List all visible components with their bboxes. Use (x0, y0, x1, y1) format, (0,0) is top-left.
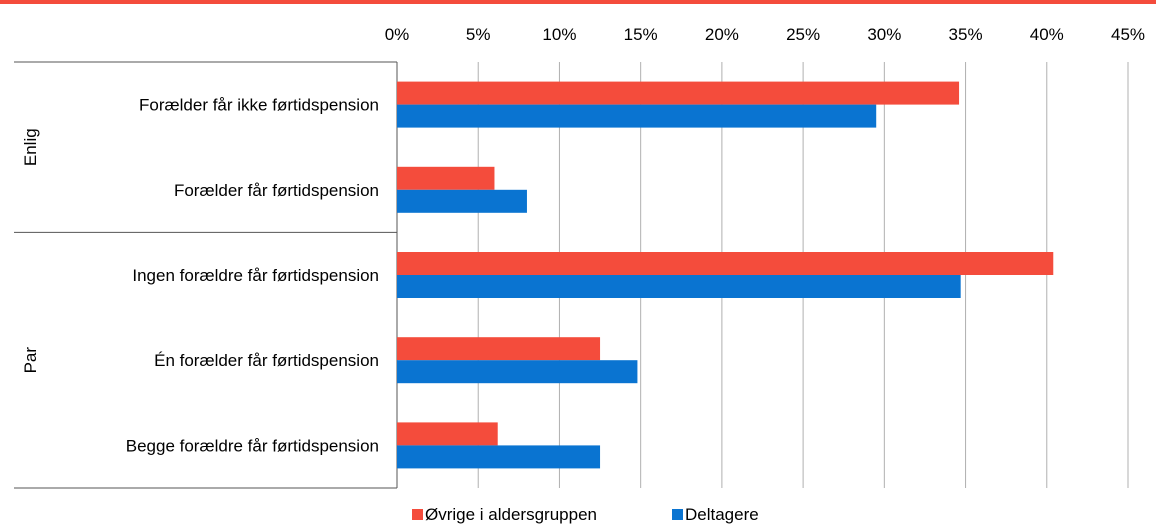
x-tick-label: 25% (786, 25, 820, 44)
group-label: Enlig (21, 128, 40, 166)
legend-swatch (412, 509, 423, 520)
bar-oevrige (397, 166, 495, 190)
category-label: Begge forældre får førtidspension (126, 436, 379, 455)
bar-oevrige (397, 337, 601, 361)
bar-deltagere (397, 189, 527, 213)
category-label: Én forælder får førtidspension (154, 351, 379, 370)
category-label: Forælder får førtidspension (174, 181, 379, 200)
bar-oevrige (397, 81, 960, 105)
bar-oevrige (397, 252, 1054, 275)
top-accent-rule (0, 0, 1156, 4)
x-tick-label: 40% (1030, 25, 1064, 44)
bar-deltagere (397, 104, 877, 128)
legend-label: Deltagere (685, 505, 759, 524)
x-tick-label: 10% (542, 25, 576, 44)
category-label: Ingen forældre får førtidspension (132, 266, 379, 285)
x-tick-label: 5% (466, 25, 491, 44)
x-tick-label: 45% (1111, 25, 1145, 44)
bar-deltagere (397, 360, 638, 384)
x-tick-label: 15% (624, 25, 658, 44)
legend-swatch (672, 509, 683, 520)
x-tick-label: 35% (949, 25, 983, 44)
legend-label: Øvrige i aldersgruppen (425, 505, 597, 524)
bar-deltagere (397, 445, 601, 469)
x-tick-label: 30% (867, 25, 901, 44)
bar-oevrige (397, 422, 498, 446)
group-label: Par (21, 347, 40, 374)
category-label: Forælder får ikke førtidspension (139, 96, 379, 115)
bar-deltagere (397, 275, 961, 298)
x-tick-label: 0% (385, 25, 410, 44)
x-tick-label: 20% (705, 25, 739, 44)
